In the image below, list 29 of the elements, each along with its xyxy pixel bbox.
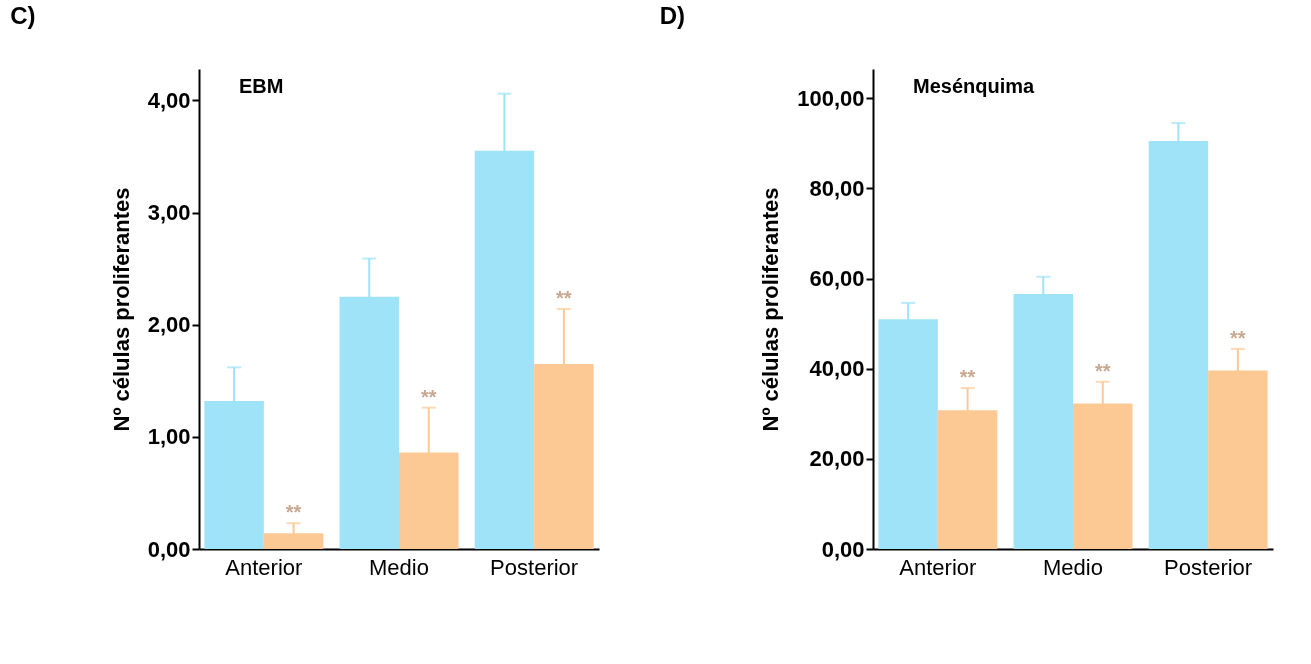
y-tick-label: 20,00 [809,446,865,472]
y-tick-label: 2,00 [147,312,191,338]
annotation: ** [959,366,976,389]
y-tick-label: 3,00 [147,200,191,226]
annotation: EBM [239,75,284,97]
annotation: Mesénquima [913,75,1036,97]
chart-title: C) [10,2,36,29]
x-tick-label: Medio [1043,554,1103,580]
y-tick-label: 1,00 [147,424,191,450]
y-axis-title: Nº células proliferantes [108,187,134,432]
y-tick-label: 4,00 [147,87,191,113]
x-tick-label: Medio [369,554,429,580]
y-tick-label: 60,00 [809,266,865,292]
text: D) [659,2,686,29]
annotation: ** [420,385,437,408]
annotation: ** [556,287,572,309]
y-axis-title: Nº células proliferantes [758,187,784,432]
x-tick-label: Anterior [899,554,977,580]
annotation: ** [285,501,302,524]
annotation: ** [1230,326,1246,349]
x-tick-label: Posterior [1164,554,1253,580]
y-tick-label: 0,00 [147,536,191,562]
y-tick-label: 40,00 [809,356,865,382]
y-tick-label: 80,00 [809,175,865,201]
y-tick-label: 100,00 [797,85,865,111]
y-tick-label: 0,00 [821,536,865,562]
x-tick-label: Anterior [225,554,303,580]
x-tick-label: Posterior [490,554,579,580]
annotation: ** [1094,359,1111,382]
